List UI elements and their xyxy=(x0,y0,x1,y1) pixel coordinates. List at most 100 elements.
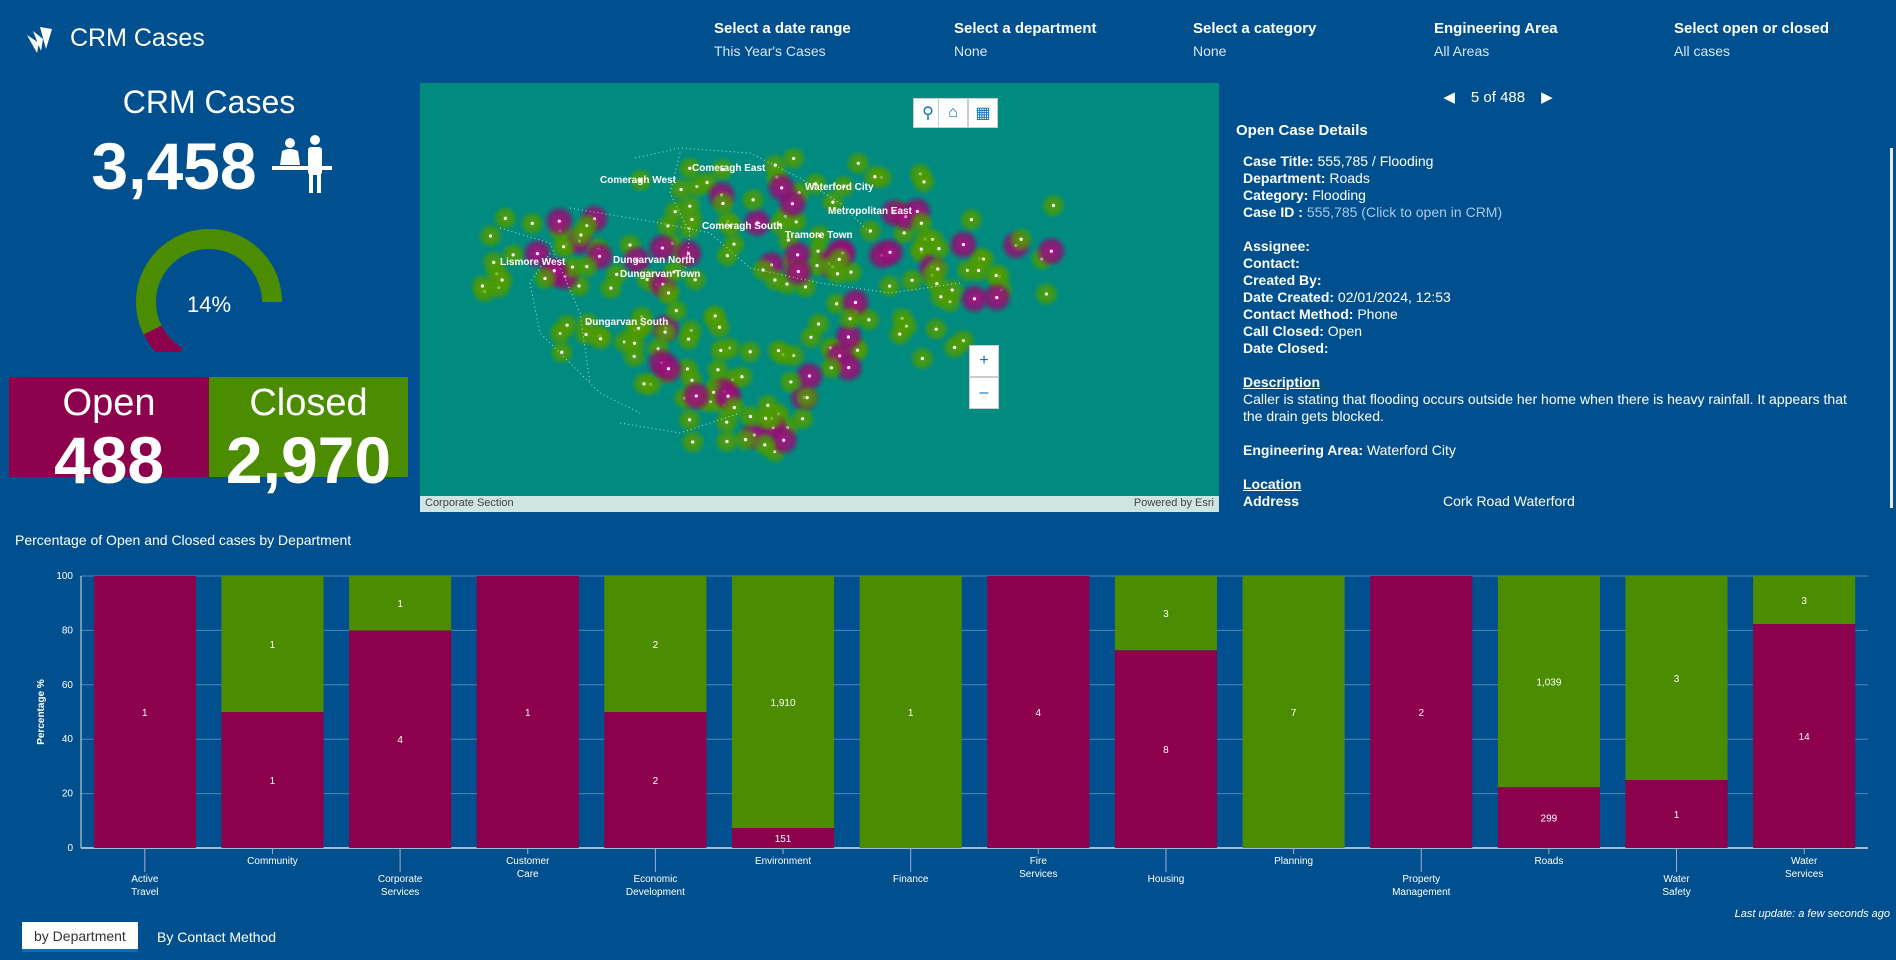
case-point[interactable] xyxy=(725,420,729,424)
case-point[interactable] xyxy=(776,348,781,353)
case-point[interactable] xyxy=(995,295,999,300)
bar-open[interactable] xyxy=(987,576,1090,848)
bar-open[interactable] xyxy=(1625,780,1728,848)
case-point[interactable] xyxy=(773,278,777,282)
bar-closed[interactable] xyxy=(731,576,835,829)
case-point[interactable] xyxy=(910,278,914,282)
case-point[interactable] xyxy=(500,278,504,282)
details-scrollbar[interactable] xyxy=(1890,148,1893,508)
case-point[interactable] xyxy=(887,284,892,288)
case-point[interactable] xyxy=(666,291,671,295)
next-button[interactable]: ▶ xyxy=(1541,89,1553,106)
case-point[interactable] xyxy=(743,437,748,442)
case-point[interactable] xyxy=(694,394,698,398)
case-point[interactable] xyxy=(846,335,851,339)
case-point[interactable] xyxy=(818,234,822,238)
case-point[interactable] xyxy=(1049,249,1053,253)
case-point[interactable] xyxy=(831,200,835,204)
case-point[interactable] xyxy=(585,264,589,269)
bar-open[interactable] xyxy=(1753,624,1856,848)
case-point[interactable] xyxy=(687,418,692,422)
case-point[interactable] xyxy=(815,263,819,268)
case-point[interactable] xyxy=(848,317,852,321)
zoom-out-button[interactable]: – xyxy=(969,377,999,409)
case-point[interactable] xyxy=(936,267,940,271)
case-point[interactable] xyxy=(817,322,821,326)
case-point[interactable] xyxy=(961,243,966,247)
bar-open[interactable] xyxy=(349,630,452,848)
case-point[interactable] xyxy=(780,186,784,190)
case-point[interactable] xyxy=(778,223,782,227)
case-point[interactable] xyxy=(740,375,744,379)
bar-closed[interactable] xyxy=(349,576,452,631)
case-point[interactable] xyxy=(530,221,534,225)
bar-closed[interactable] xyxy=(1242,576,1345,848)
case-point[interactable] xyxy=(717,325,722,329)
previous-button[interactable]: ◀ xyxy=(1443,89,1455,106)
bar-open[interactable] xyxy=(221,712,324,848)
case-point[interactable] xyxy=(732,405,736,410)
case-point[interactable] xyxy=(853,300,858,305)
case-point[interactable] xyxy=(763,443,767,447)
case-point[interactable] xyxy=(686,337,691,341)
bar-open[interactable] xyxy=(1497,787,1600,848)
case-point[interactable] xyxy=(660,246,664,250)
case-point[interactable] xyxy=(725,439,729,444)
case-point[interactable] xyxy=(873,175,877,179)
case-point[interactable] xyxy=(969,218,974,222)
case-point[interactable] xyxy=(688,166,692,170)
case-point[interactable] xyxy=(837,257,841,261)
case-point[interactable] xyxy=(829,366,833,370)
case-point[interactable] xyxy=(674,309,678,313)
case-point[interactable] xyxy=(721,167,725,172)
case-point[interactable] xyxy=(809,335,813,339)
case-point[interactable] xyxy=(939,295,943,299)
filter-date-range[interactable]: Select a date range This Year's Cases xyxy=(714,20,851,59)
bar-closed[interactable] xyxy=(1753,576,1856,624)
case-point[interactable] xyxy=(609,286,613,290)
filter-engineering-area[interactable]: Engineering Area All Areas xyxy=(1434,20,1558,59)
case-point[interactable] xyxy=(792,156,796,161)
case-point[interactable] xyxy=(919,247,923,251)
case-point[interactable] xyxy=(511,253,515,257)
map-home-button[interactable]: ⌂ xyxy=(938,98,968,128)
case-point[interactable] xyxy=(898,332,902,336)
case-point[interactable] xyxy=(888,250,892,254)
case-point[interactable] xyxy=(632,341,637,345)
case-point[interactable] xyxy=(805,396,809,400)
case-point[interactable] xyxy=(565,323,569,327)
case-point[interactable] xyxy=(807,374,811,378)
filter-open-closed[interactable]: Select open or closed All cases xyxy=(1674,20,1829,59)
bar-closed[interactable] xyxy=(1114,576,1218,651)
case-point[interactable] xyxy=(562,245,566,249)
case-point[interactable] xyxy=(691,440,695,444)
case-point[interactable] xyxy=(786,238,790,242)
case-point[interactable] xyxy=(834,302,839,306)
case-point[interactable] xyxy=(952,345,957,350)
case-point[interactable] xyxy=(598,337,603,341)
bar-closed[interactable] xyxy=(604,576,707,712)
case-point[interactable] xyxy=(693,278,697,282)
filter-category[interactable]: Select a category None xyxy=(1193,20,1316,59)
case-point[interactable] xyxy=(766,403,770,407)
tab-by-contact-method[interactable]: By Contact Method xyxy=(157,929,277,945)
bar-open[interactable] xyxy=(93,576,196,848)
case-point[interactable] xyxy=(751,198,755,202)
bar-open[interactable] xyxy=(476,576,579,848)
case-point[interactable] xyxy=(716,368,720,372)
case-point[interactable] xyxy=(535,252,540,256)
bar-closed[interactable] xyxy=(859,576,962,848)
case-point[interactable] xyxy=(782,438,786,442)
case-point[interactable] xyxy=(638,178,643,182)
bar-open[interactable] xyxy=(1114,650,1218,848)
case-point[interactable] xyxy=(636,326,641,330)
case-point[interactable] xyxy=(673,210,677,214)
case-point[interactable] xyxy=(688,204,692,208)
case-point[interactable] xyxy=(937,247,941,251)
case-point[interactable] xyxy=(721,201,725,206)
case-point[interactable] xyxy=(789,380,793,384)
case-point[interactable] xyxy=(835,272,840,276)
case-point[interactable] xyxy=(488,234,493,238)
case-point[interactable] xyxy=(570,265,575,269)
case-point[interactable] xyxy=(579,233,583,237)
